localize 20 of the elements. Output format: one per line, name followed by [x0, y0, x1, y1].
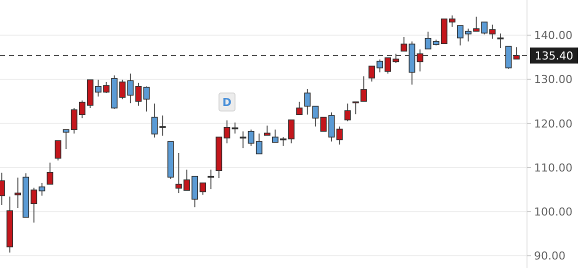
y-tick-label: 90.00 — [534, 250, 566, 263]
y-tick-label: 100.00 — [534, 205, 572, 218]
y-tick-label: 140.00 — [534, 29, 572, 42]
y-tick-label: 110.00 — [534, 161, 572, 174]
candlestick — [320, 116, 327, 132]
candlestick — [54, 140, 62, 161]
ref-line-label: 135.40 — [534, 49, 574, 62]
candlestick — [344, 103, 351, 122]
candlestick — [336, 126, 343, 146]
candlestick — [143, 86, 150, 112]
annotation: D — [222, 96, 232, 109]
candlestick — [328, 112, 335, 142]
candlestick — [497, 33, 504, 49]
candlestick — [46, 162, 54, 185]
y-tick-label: 120.00 — [534, 117, 572, 130]
candlestick — [264, 125, 270, 136]
y-tick-label: 130.00 — [534, 73, 572, 86]
candlestick — [296, 101, 303, 116]
candlestick — [400, 36, 408, 52]
candlestick — [135, 82, 142, 106]
